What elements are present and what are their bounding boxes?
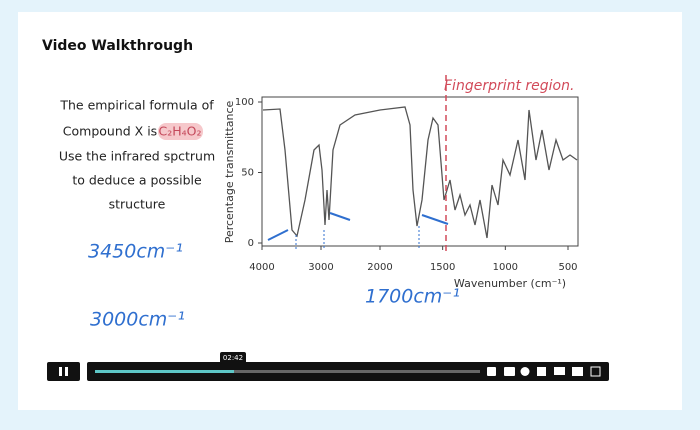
x-tick-label: 4000 [249, 262, 274, 273]
plot-frame [261, 96, 579, 247]
formula: C₂H₄O₂ [159, 124, 202, 139]
card [18, 12, 682, 410]
y-tick-label: 0 [248, 238, 254, 249]
control-icons [487, 366, 601, 377]
y-tick-label: 100 [235, 97, 254, 108]
fullscreen-button[interactable] [590, 366, 601, 377]
dotted-guides [295, 226, 420, 250]
progress-fill [95, 370, 234, 373]
pip-button[interactable] [572, 367, 583, 376]
settings-button[interactable] [520, 367, 530, 376]
prompt-line: structure [109, 197, 166, 212]
pause-button[interactable] [47, 362, 80, 381]
prompt-line: Compound X is [63, 124, 157, 139]
time-label: 02:42 [223, 354, 243, 362]
time-tooltip [220, 352, 246, 364]
video-frame: The empirical formula of Compound X is C… [59, 75, 579, 331]
prompt-line: to deduce a possible [72, 173, 202, 188]
x-label: Wavenumber (cm⁻¹) [454, 277, 566, 290]
annotation: Fingerprint region. [444, 78, 574, 94]
progress-track[interactable] [95, 370, 480, 373]
pause-icon [65, 367, 68, 376]
annotation: 1700cm⁻¹ [365, 286, 460, 308]
annotation: 3000cm⁻¹ [90, 309, 185, 331]
y-label: Percentage transmittance [223, 100, 236, 243]
x-tick-label: 1500 [430, 262, 455, 273]
x-tick-label: 1000 [493, 262, 518, 273]
highlight [158, 123, 203, 140]
pause-icon [59, 367, 62, 376]
annotation: 3450cm⁻¹ [88, 241, 183, 263]
x-tick-label: 3000 [308, 262, 333, 273]
arrows [267, 212, 449, 241]
volume-button[interactable] [487, 367, 496, 376]
x-tick-label: 2000 [367, 262, 392, 273]
card-title: Video Walkthrough [42, 38, 193, 54]
airplay-button[interactable] [554, 367, 565, 375]
x-tick-label: 500 [558, 262, 577, 273]
transcript-button[interactable] [537, 367, 546, 376]
prompt-line: The empirical formula of [59, 98, 214, 113]
cc-button[interactable] [504, 367, 515, 376]
prompt-line: Use the infrared spctrum [59, 149, 215, 164]
y-tick-label: 50 [241, 168, 254, 179]
spectrum-curve [262, 106, 578, 239]
